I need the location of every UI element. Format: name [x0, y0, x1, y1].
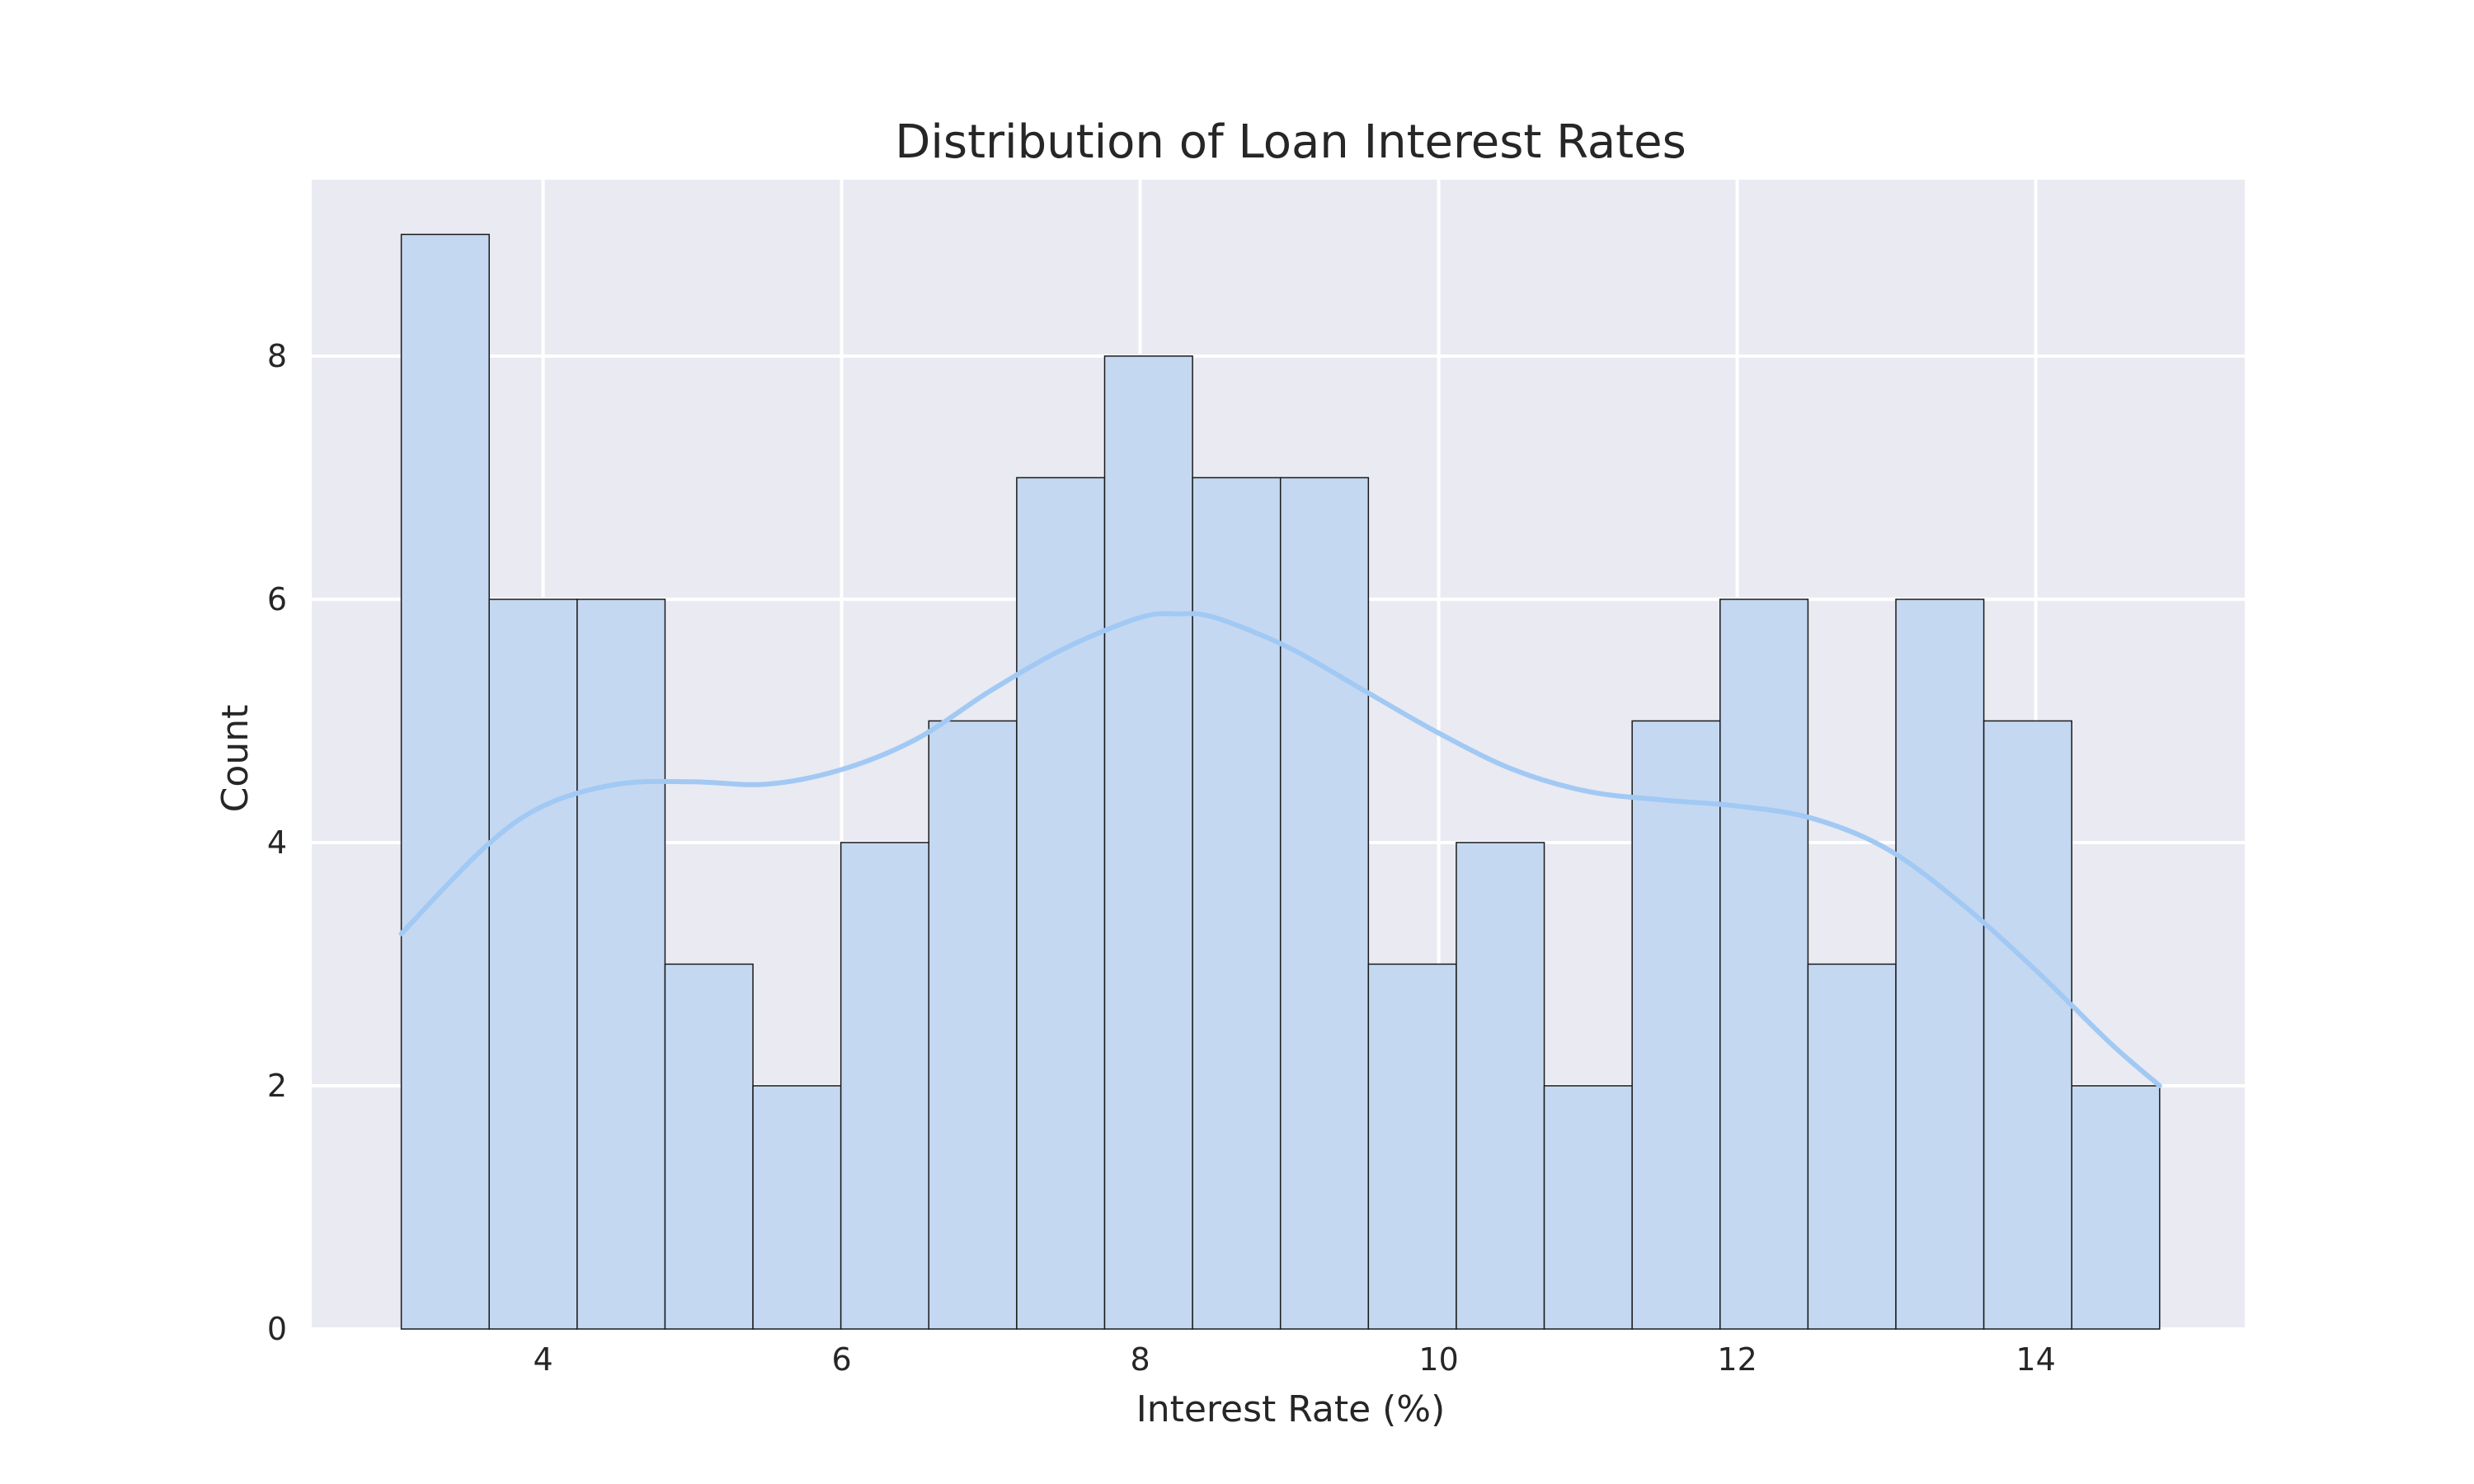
- histogram-bar: [1279, 477, 1370, 1330]
- histogram-bar: [840, 842, 930, 1330]
- histogram-bar: [1631, 720, 1721, 1330]
- x-tick-label: 12: [1717, 1341, 1757, 1378]
- y-tick-label: 8: [267, 338, 287, 374]
- histogram-bar: [1719, 599, 1809, 1330]
- y-tick-label: 6: [267, 581, 287, 618]
- x-tick-labels: 4 6 8 10 12 14: [533, 1341, 2055, 1378]
- histogram-bar: [488, 599, 578, 1330]
- histogram-bar: [1807, 963, 1897, 1330]
- x-axis-label: Interest Rate (%): [1136, 1388, 1446, 1430]
- histogram-bar: [1543, 1085, 1633, 1330]
- y-tick-label: 0: [267, 1311, 287, 1347]
- x-tick-label: 14: [2015, 1341, 2055, 1378]
- histogram-bar: [1456, 842, 1545, 1330]
- x-tick-label: 6: [831, 1341, 851, 1378]
- y-tick-labels: 0 2 4 6 8: [267, 338, 287, 1347]
- x-tick-label: 4: [533, 1341, 553, 1378]
- histogram-bar: [400, 233, 490, 1330]
- bars: [400, 233, 2161, 1330]
- histogram-bar: [1103, 355, 1193, 1330]
- histogram-bar: [576, 599, 666, 1330]
- chart-title: Distribution of Loan Interest Rates: [895, 115, 1686, 169]
- histogram-bar: [1016, 477, 1106, 1330]
- histogram-bar: [928, 720, 1018, 1330]
- histogram-bar: [1895, 599, 1985, 1330]
- y-axis-label: Count: [214, 705, 256, 813]
- histogram-bar: [664, 963, 754, 1330]
- histogram-bar: [1367, 963, 1457, 1330]
- histogram-bar: [1982, 720, 2072, 1330]
- histogram-bar: [752, 1085, 842, 1330]
- x-tick-label: 8: [1130, 1341, 1150, 1378]
- histogram-bar: [2071, 1085, 2161, 1330]
- kde-line: [398, 611, 2162, 1088]
- histogram-bar: [1192, 477, 1282, 1330]
- y-tick-label: 4: [267, 824, 287, 861]
- x-tick-label: 10: [1418, 1341, 1458, 1378]
- y-tick-label: 2: [267, 1068, 287, 1104]
